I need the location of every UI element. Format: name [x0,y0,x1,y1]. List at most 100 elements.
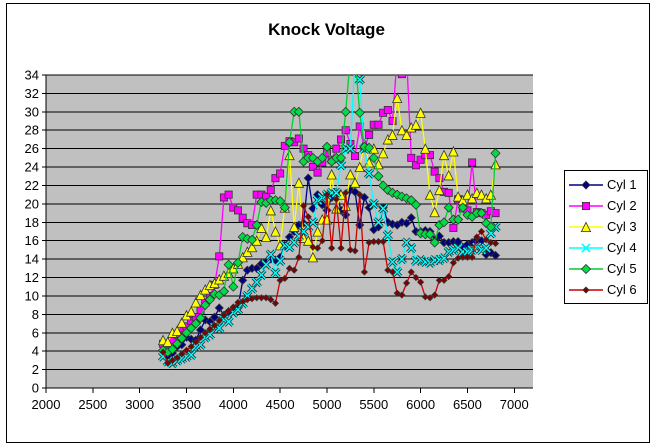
data-point-marker [388,268,397,276]
data-point-marker [449,223,458,232]
data-point-marker [176,333,187,344]
data-point-marker [365,130,374,139]
data-point-marker [246,234,258,245]
data-point-marker [168,356,176,364]
data-point-marker [192,338,200,346]
data-point-marker [443,169,454,181]
data-point-marker [284,137,295,148]
legend-item-cyl-4[interactable]: Cyl 4 [569,238,647,258]
data-point-marker [431,291,439,299]
data-point-marker [225,307,233,315]
data-point-marker [394,53,401,60]
y-tick-label: 18 [25,215,39,230]
legend-label-cyl-4: Cyl 4 [607,240,637,255]
data-point-marker [340,200,351,211]
data-point-marker [434,184,445,196]
legend-item-cyl-2[interactable]: Cyl 2 [569,196,647,216]
x-tick-label: 5000 [313,397,342,412]
data-point-marker [275,256,285,266]
data-point-marker [162,336,173,347]
legend-label-cyl-3: Cyl 3 [607,219,637,234]
data-point-marker [410,119,422,130]
data-point-marker [445,273,453,281]
data-point-marker [378,203,388,214]
data-point-marker [261,260,271,270]
data-point-marker [224,190,233,199]
data-point-marker [351,53,359,61]
data-point-marker [299,202,308,210]
data-point-marker [262,294,270,302]
data-point-marker [232,257,244,268]
data-point-marker [331,188,341,198]
data-point-marker [266,249,276,260]
data-point-marker [332,195,340,203]
y-tick-label: 26 [25,141,39,156]
x-tick-label: 6000 [406,397,435,412]
data-point-marker [403,53,410,60]
legend-item-cyl-1[interactable]: Cyl 1 [569,175,647,195]
y-tick-label: 28 [25,123,39,138]
data-point-marker [476,189,487,200]
data-point-marker [452,191,464,202]
data-point-marker [228,281,239,292]
data-point-marker [281,274,289,283]
data-point-marker [415,107,426,118]
data-point-marker [266,186,275,195]
x-tick-label: 2500 [78,397,107,412]
data-point-marker [303,173,313,183]
x-tick-label: 5500 [359,397,388,412]
y-tick-label: 34 [25,68,39,83]
data-point-marker [290,266,298,274]
data-point-marker [185,306,197,317]
legend[interactable]: Cyl 1 Cyl 2 Cyl 3 Cyl 4 Cyl 5 Cyl 6 [564,170,648,304]
data-point-marker [302,235,314,246]
data-point-marker [440,276,448,284]
data-point-marker [215,317,223,325]
data-point-marker [190,296,202,308]
series-cyl-5[interactable] [158,52,501,358]
data-point-marker [453,214,464,225]
legend-item-cyl-6[interactable]: Cyl 6 [569,280,647,300]
series-cyl-6[interactable] [159,189,500,367]
data-point-marker [337,244,345,252]
data-point-marker [307,251,319,263]
data-point-marker [424,189,436,200]
legend-label-cyl-2: Cyl 2 [607,198,637,213]
data-point-marker [417,278,425,286]
data-point-marker [285,264,294,272]
data-point-marker [275,196,286,207]
data-point-marker [204,294,215,305]
data-point-marker [176,317,188,328]
legend-item-cyl-5[interactable]: Cyl 5 [569,259,647,279]
data-point-marker [351,247,359,255]
data-point-marker [351,152,360,161]
data-point-marker [214,303,224,313]
legend-item-cyl-3[interactable]: Cyl 3 [569,217,647,237]
data-point-marker [398,291,406,299]
data-point-marker [173,354,181,362]
data-point-marker [420,143,431,154]
data-point-marker [466,192,478,204]
data-point-marker [406,213,416,223]
data-point-marker [401,129,412,140]
data-point-marker [271,299,280,307]
diamond-marker-icon [581,179,591,190]
x-tick-label: 3500 [172,397,201,412]
data-point-marker [288,221,300,232]
data-point-marker [332,144,341,153]
data-point-marker [224,317,234,327]
data-point-marker [490,158,501,170]
data-point-marker [438,149,450,161]
data-point-marker [491,209,500,218]
legend-swatch-cyl-1 [569,179,603,190]
data-point-marker [171,325,183,336]
data-point-marker [321,141,333,152]
data-point-marker [407,153,416,162]
data-point-marker [379,238,387,246]
data-point-marker [318,237,326,245]
data-point-marker [391,92,403,104]
data-point-marker [323,191,331,199]
data-point-marker [309,243,317,251]
data-point-marker [342,189,350,197]
data-point-marker [293,106,304,117]
